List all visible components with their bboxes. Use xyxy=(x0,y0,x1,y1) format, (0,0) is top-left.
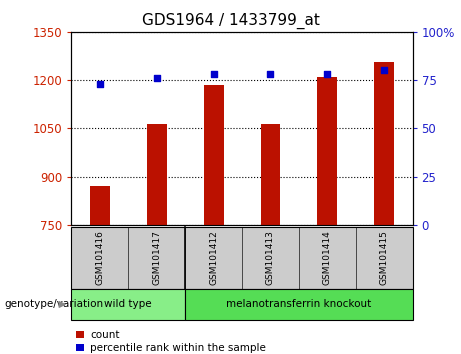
Point xyxy=(210,72,217,77)
Text: GSM101415: GSM101415 xyxy=(380,230,389,285)
Bar xyxy=(90,186,110,225)
Bar xyxy=(374,62,394,225)
Point xyxy=(267,72,274,77)
Text: genotype/variation: genotype/variation xyxy=(5,299,104,309)
Text: GSM101412: GSM101412 xyxy=(209,230,218,285)
Bar xyxy=(260,124,280,225)
Text: melanotransferrin knockout: melanotransferrin knockout xyxy=(226,299,372,309)
Point xyxy=(380,68,388,73)
Point xyxy=(324,72,331,77)
Point xyxy=(153,75,160,81)
Text: GDS1964 / 1433799_at: GDS1964 / 1433799_at xyxy=(142,12,319,29)
Text: wild type: wild type xyxy=(105,299,152,309)
Bar xyxy=(147,124,167,225)
Text: percentile rank within the sample: percentile rank within the sample xyxy=(90,343,266,353)
Text: GSM101416: GSM101416 xyxy=(95,230,104,285)
Bar xyxy=(204,85,224,225)
Point xyxy=(96,81,104,87)
Text: GSM101417: GSM101417 xyxy=(152,230,161,285)
Text: count: count xyxy=(90,330,119,339)
Bar xyxy=(317,77,337,225)
Text: GSM101413: GSM101413 xyxy=(266,230,275,285)
Text: GSM101414: GSM101414 xyxy=(323,230,332,285)
